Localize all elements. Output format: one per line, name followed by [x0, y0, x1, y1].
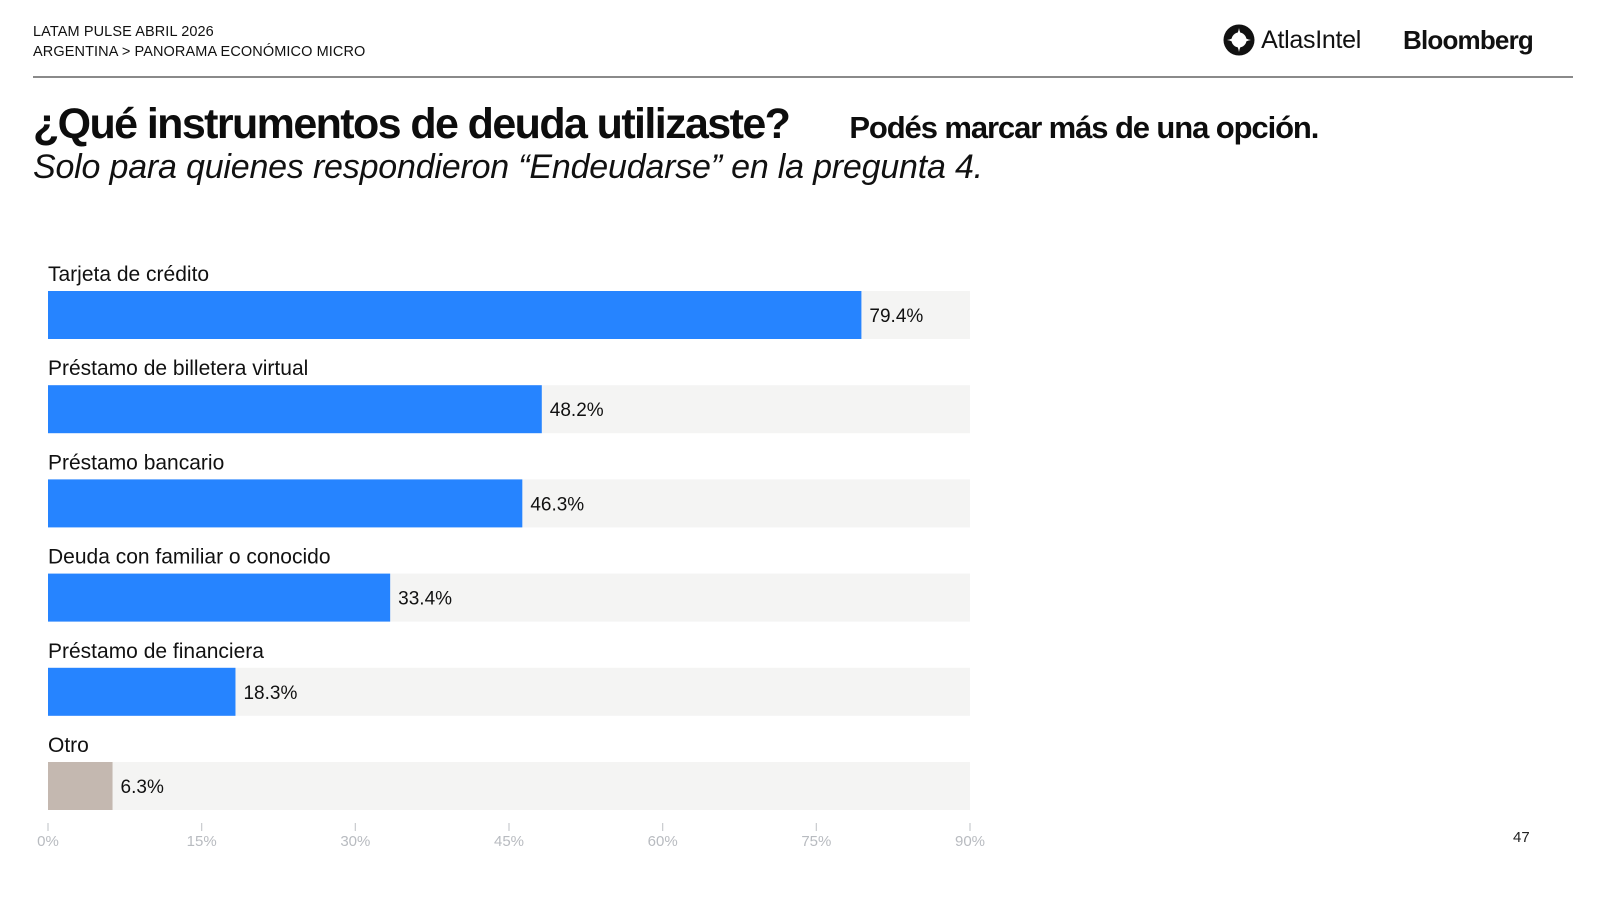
bar [48, 291, 862, 339]
breadcrumb: ARGENTINA > PANORAMA ECONÓMICO MICRO [33, 44, 366, 60]
data-label: 46.3% [530, 494, 584, 515]
atlasintel-compass-icon [1223, 24, 1255, 56]
bar [48, 667, 236, 716]
atlasintel-wordmark: AtlasIntel [1261, 25, 1361, 54]
data-label: 6.3% [121, 777, 164, 798]
category-label: Préstamo de financiera [48, 640, 264, 663]
page-number: 47 [1513, 829, 1530, 846]
category-label: Deuda con familiar o conocido [48, 546, 331, 569]
x-tick-label: 90% [955, 833, 985, 850]
brand-logos: AtlasIntel Bloomberg [1223, 22, 1534, 58]
data-label: 18.3% [243, 683, 297, 704]
x-tick-label: 75% [801, 833, 831, 850]
report-title: LATAM PULSE ABRIL 2026 [33, 24, 214, 40]
bar [48, 479, 523, 528]
question-instruction: Podés marcar más de una opción. [849, 110, 1319, 145]
bar [48, 573, 391, 622]
question-header: ¿Qué instrumentos de deuda utilizaste? P… [33, 100, 1319, 149]
category-label: Préstamo de billetera virtual [48, 357, 308, 380]
data-label: 48.2% [550, 400, 604, 421]
x-tick-label: 45% [494, 833, 524, 850]
category-label: Préstamo bancario [48, 451, 224, 474]
category-label: Tarjeta de crédito [48, 263, 209, 286]
bar-track [48, 762, 970, 810]
bar [48, 762, 113, 810]
question-title: ¿Qué instrumentos de deuda utilizaste? [33, 100, 791, 148]
x-tick-label: 15% [187, 833, 217, 850]
x-tick-label: 30% [340, 833, 370, 850]
atlasintel-logo: AtlasIntel [1223, 24, 1361, 56]
bar [48, 385, 542, 434]
question-subtitle: Solo para quienes respondieron “Endeudar… [33, 148, 983, 186]
x-tick-label: 0% [37, 833, 59, 850]
x-tick-label: 60% [648, 833, 678, 850]
data-label: 79.4% [869, 306, 923, 327]
data-label: 33.4% [398, 589, 452, 610]
header-divider [33, 76, 1573, 78]
category-label: Otro [48, 734, 89, 757]
report-header: LATAM PULSE ABRIL 2026 ARGENTINA > PANOR… [33, 22, 365, 62]
bloomberg-logo: Bloomberg [1402, 24, 1534, 55]
